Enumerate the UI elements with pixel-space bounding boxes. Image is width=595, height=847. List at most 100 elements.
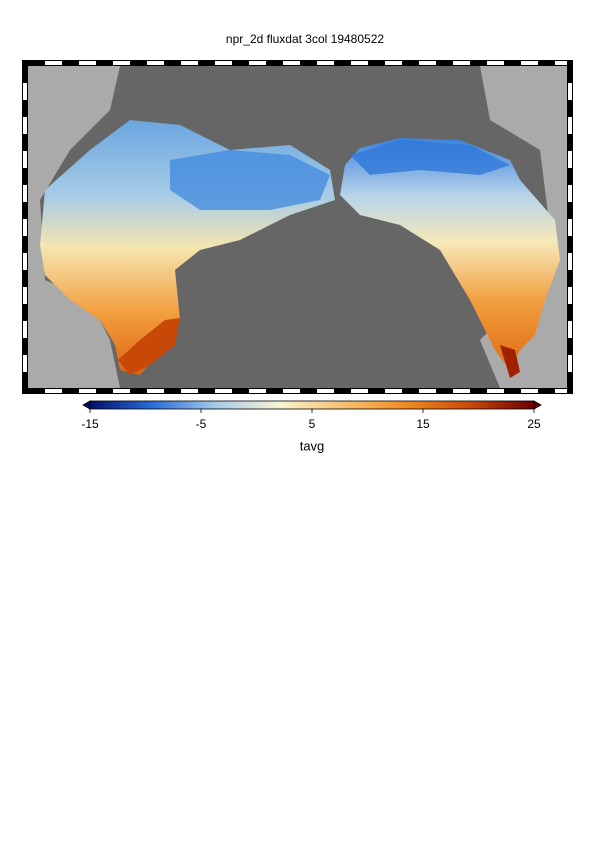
border-segment — [568, 134, 572, 151]
colorbar-low-arrow — [82, 400, 91, 410]
border-segment — [470, 389, 487, 393]
border-segment — [23, 372, 27, 388]
border-segment — [487, 61, 504, 65]
border-segment — [283, 61, 300, 65]
cold-east — [350, 140, 510, 175]
border-segment — [568, 168, 572, 185]
border-segment — [79, 389, 96, 393]
colorbar-tick-label: -5 — [196, 417, 207, 431]
border-segment — [23, 304, 27, 321]
border-segment — [249, 61, 266, 65]
map-border — [23, 61, 572, 393]
border-segment — [232, 61, 249, 65]
border-segment — [419, 61, 436, 65]
border-segment — [555, 389, 567, 393]
border-segment — [249, 389, 266, 393]
land-america — [480, 66, 567, 388]
border-segment — [96, 389, 113, 393]
border-segment — [164, 61, 181, 65]
border-segment — [113, 389, 130, 393]
border-segment — [23, 236, 27, 253]
border-segment — [215, 61, 232, 65]
border-segment — [147, 389, 164, 393]
border-segment — [23, 202, 27, 219]
border-segment — [402, 61, 419, 65]
border-segment — [568, 236, 572, 253]
border-segment — [23, 355, 27, 372]
border-segment — [300, 61, 317, 65]
border-segment — [568, 338, 572, 355]
border-segment — [23, 270, 27, 287]
border-segment — [568, 372, 572, 388]
temperature-east — [340, 138, 560, 370]
border-segment — [23, 83, 27, 100]
border-segment — [147, 61, 164, 65]
border-segment — [28, 389, 45, 393]
colorbar-high-arrow — [533, 400, 542, 410]
border-segment — [402, 389, 419, 393]
border-segment — [568, 270, 572, 287]
border-segment — [62, 389, 79, 393]
border-segment — [538, 61, 555, 65]
border-segment — [62, 61, 79, 65]
border-segment — [504, 389, 521, 393]
border-segment — [436, 61, 453, 65]
border-segment — [351, 61, 368, 65]
border-segment — [23, 100, 27, 117]
colorbar-tick-label: 15 — [416, 417, 430, 431]
border-segment — [385, 389, 402, 393]
border-segment — [368, 61, 385, 65]
border-segment — [130, 389, 147, 393]
border-segment — [568, 253, 572, 270]
border-segment — [45, 389, 62, 393]
title: npr_2d fluxdat 3col 19480522 — [226, 32, 384, 46]
border-segment — [198, 389, 215, 393]
border-segment — [300, 389, 317, 393]
hot-california — [500, 345, 520, 378]
border-segment — [568, 117, 572, 134]
hot-japan — [118, 318, 180, 375]
colorbar-label: tavg — [300, 438, 325, 453]
border-segment — [23, 253, 27, 270]
land-asia — [28, 66, 120, 388]
border-segment — [283, 389, 300, 393]
border-segment — [351, 389, 368, 393]
border-segment — [28, 61, 45, 65]
border-segment — [470, 61, 487, 65]
border-segment — [521, 389, 538, 393]
border-segment — [266, 389, 283, 393]
border-segment — [23, 66, 27, 83]
border-segment — [23, 219, 27, 236]
border-segment — [568, 304, 572, 321]
colorbar-tick-label: -15 — [81, 417, 99, 431]
border-segment — [181, 389, 198, 393]
border-segment — [487, 389, 504, 393]
border-segment — [266, 61, 283, 65]
border-segment — [317, 61, 334, 65]
border-segment — [23, 117, 27, 134]
border-segment — [198, 61, 215, 65]
border-segment — [215, 389, 232, 393]
colorbar-tick-label: 5 — [309, 417, 316, 431]
border-segment — [334, 389, 351, 393]
border-segment — [113, 61, 130, 65]
border-segment — [504, 61, 521, 65]
cold-west — [170, 150, 330, 210]
border-segment — [368, 389, 385, 393]
border-segment — [164, 389, 181, 393]
border-segment — [45, 61, 62, 65]
colorbar-gradient — [89, 400, 535, 410]
border-segment — [23, 151, 27, 168]
border-segment — [568, 321, 572, 338]
border-segment — [436, 389, 453, 393]
border-segment — [96, 61, 113, 65]
border-segment — [419, 389, 436, 393]
border-segment — [79, 61, 96, 65]
border-segment — [521, 61, 538, 65]
border-segment — [23, 338, 27, 355]
border-segment — [23, 185, 27, 202]
border-segment — [181, 61, 198, 65]
border-segment — [568, 219, 572, 236]
border-segment — [385, 61, 402, 65]
